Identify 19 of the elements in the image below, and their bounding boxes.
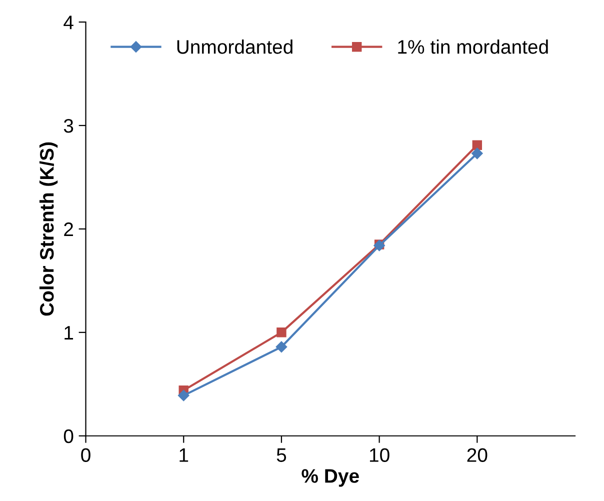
point <box>472 140 482 150</box>
y-tick-label: 4 <box>64 16 74 30</box>
y-tick-label: 0 <box>64 429 74 444</box>
point <box>472 148 483 160</box>
legend-label: 1% tin mordanted <box>398 40 548 54</box>
point <box>178 390 190 402</box>
y-tick-label: 3 <box>64 118 74 133</box>
x-axis-title: % Dye <box>302 469 359 487</box>
y-tick-label: 1 <box>64 326 74 340</box>
point <box>276 328 286 338</box>
x-tick-label: 1 <box>180 448 188 462</box>
x-tick-label: 20 <box>467 448 488 462</box>
point <box>276 341 288 353</box>
x-tick-label: 0 <box>81 448 90 462</box>
y-axis-title: Color Strenth (K/S) <box>39 142 58 316</box>
x-tick-label: 10 <box>370 448 390 462</box>
y-tick-label: 2 <box>64 222 73 236</box>
legend-label: Unmordanted <box>177 40 292 54</box>
x-tick-label: 5 <box>276 448 286 462</box>
